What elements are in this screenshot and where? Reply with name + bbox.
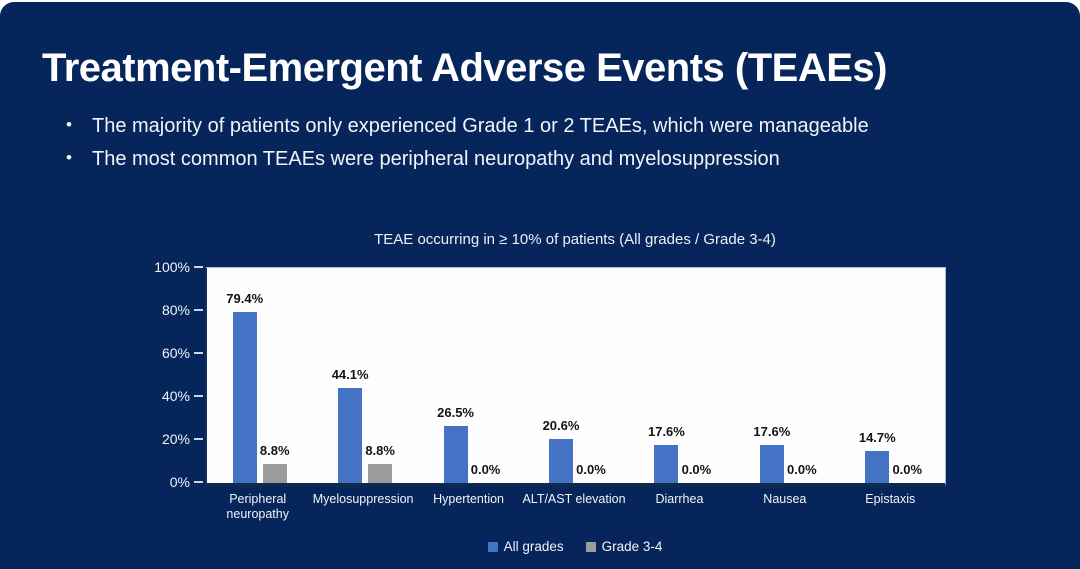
chart-legend: All grades Grade 3-4	[205, 539, 945, 554]
x-axis-label: Nausea	[763, 492, 807, 506]
bar-all-grades-7	[865, 451, 890, 483]
legend-swatch-icon	[487, 541, 498, 552]
x-axis-label: ALT/AST elevation	[522, 492, 626, 506]
bar-value-label: 17.6%	[647, 424, 685, 440]
bar-all-grades-5	[654, 445, 679, 483]
bar-all-grades-6	[759, 445, 784, 483]
bar-value-label: 26.5%	[437, 405, 474, 421]
legend-label: All grades	[503, 539, 564, 554]
bar-value-label: 8.8%	[259, 443, 290, 459]
x-axis-label: Hypertention	[433, 492, 504, 506]
plot-area: 79.4% 44.1% 26.5% 20.6% 17.6% 17.6% 14.7% 8.8% 8…	[205, 267, 946, 487]
x-axis-label: Epistaxis	[865, 492, 916, 506]
y-axis-tick-mark	[194, 309, 203, 311]
y-axis-tick-label: 80%	[161, 302, 190, 318]
bullet-text: The majority of patients only experience…	[92, 115, 869, 137]
legend-swatch-icon	[585, 541, 596, 552]
y-axis-tick-label: 100%	[154, 259, 190, 275]
bullet-item: • The most common TEAEs were peripheral n…	[66, 147, 1026, 171]
chart-title: TEAE occurring in ≥ 10% of patients (All…	[374, 231, 776, 248]
bar-value-label: 14.7%	[858, 430, 896, 446]
bar-value-label: 17.6%	[753, 424, 791, 440]
bullet-list: • The majority of patients only experienc…	[66, 114, 1026, 180]
bar-value-label: 8.8%	[365, 443, 395, 459]
bar-all-grades-2	[338, 388, 363, 483]
x-axis-label: Peripheral neuropathy	[226, 492, 289, 521]
y-axis-tick-label: 40%	[161, 388, 190, 404]
y-axis-tick-mark	[194, 395, 203, 397]
bar-value-label: 0.0%	[681, 462, 712, 477]
bullet-text: The most common TEAEs were peripheral ne…	[92, 148, 780, 170]
x-axis-label: Diarrhea	[655, 492, 704, 506]
bullet-marker: •	[66, 115, 72, 134]
y-axis-tick-label: 20%	[161, 431, 190, 447]
legend-label: Grade 3-4	[601, 539, 663, 554]
bar-value-label: 44.1%	[331, 367, 369, 383]
y-axis-tick-mark	[194, 438, 203, 440]
page-title: Treatment-Emergent Adverse Events (TEAEs…	[42, 46, 887, 90]
y-axis-tick-mark	[194, 481, 203, 483]
y-axis-tick-label: 60%	[161, 345, 190, 361]
x-axis-label: Myelosuppression	[312, 492, 414, 506]
bar-all-grades-4	[549, 438, 573, 483]
y-axis-tick-mark	[194, 266, 203, 268]
bar-all-grades-3	[443, 426, 468, 483]
bar-value-label: 0.0%	[892, 462, 923, 477]
bar-value-label: 0.0%	[576, 462, 606, 477]
y-axis-tick-label: 0%	[169, 474, 190, 490]
bar-value-label: 20.6%	[542, 417, 580, 433]
legend-item-all-grades: All grades	[487, 539, 564, 554]
bar-value-label: 0.0%	[470, 462, 501, 477]
bar-grade-3-4-1	[262, 464, 287, 483]
bullet-marker: •	[66, 148, 72, 167]
bullet-item: • The majority of patients only experienc…	[66, 114, 1026, 138]
y-axis-tick-mark	[194, 352, 203, 354]
bar-value-label: 0.0%	[787, 462, 817, 477]
legend-item-grade-3-4: Grade 3-4	[585, 539, 663, 554]
bar-all-grades-1	[232, 312, 257, 483]
bar-value-label: 79.4%	[226, 291, 264, 307]
bar-grade-3-4-2	[368, 464, 393, 483]
